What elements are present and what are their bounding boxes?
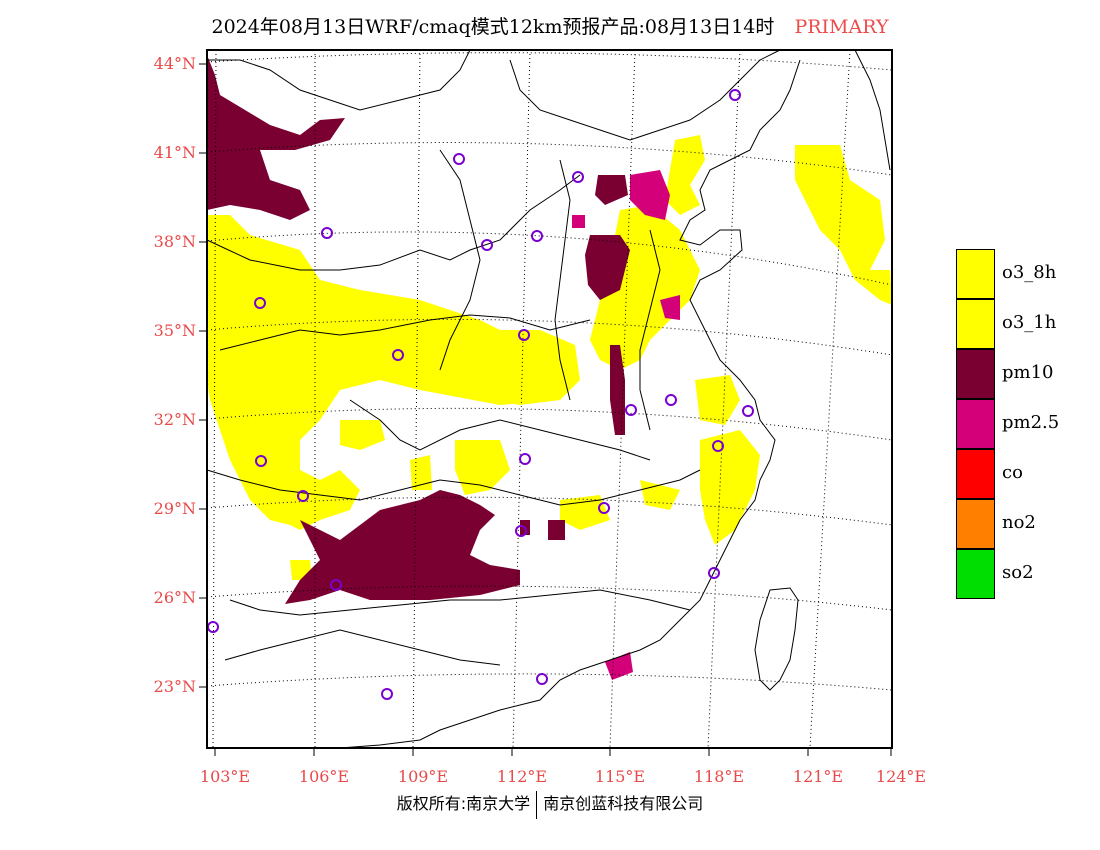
lon-label-115: 115°E xyxy=(594,767,646,786)
axis-ticks xyxy=(199,63,892,756)
legend-label-co: co xyxy=(1002,462,1023,483)
pm10-areas xyxy=(207,55,630,604)
legend-swatch-no2 xyxy=(956,499,995,549)
legend-label-so2: so2 xyxy=(1002,562,1034,583)
map-title-text: 2024年08月13日WRF/cmaq模式12km预报产品:08月13日14时 xyxy=(211,16,775,38)
lat-label-29: 29°N xyxy=(153,499,196,518)
lon-label-109: 109°E xyxy=(397,767,449,786)
legend-swatch-co xyxy=(956,449,995,499)
lat-label-23: 23°N xyxy=(153,677,196,696)
legend-label-pm25: pm2.5 xyxy=(1002,412,1060,433)
copyright-right: 南京创蓝科技有限公司 xyxy=(543,794,704,813)
station-markers xyxy=(207,89,754,700)
lat-label-26: 26°N xyxy=(153,588,196,607)
legend-label-o3-8h: o3_8h xyxy=(1002,262,1057,283)
legend-swatch-so2 xyxy=(956,549,995,599)
legend-swatch-o3-1h xyxy=(956,299,995,349)
lat-label-35: 35°N xyxy=(153,321,196,340)
lat-label-38: 38°N xyxy=(153,232,196,251)
copyright-left: 版权所有:南京大学 xyxy=(396,794,531,813)
legend-label-no2: no2 xyxy=(1002,512,1036,533)
legend-swatch-o3-8h xyxy=(956,249,995,299)
copyright-footer: 版权所有:南京大学 南京创蓝科技有限公司 xyxy=(0,790,1100,819)
coastline-borders xyxy=(206,49,891,749)
footer-separator xyxy=(536,790,538,819)
lat-label-41: 41°N xyxy=(153,143,196,162)
graticule xyxy=(206,49,893,749)
legend-label-o3-1h: o3_1h xyxy=(1002,312,1057,333)
legend-swatch-pm10 xyxy=(956,349,995,399)
map-title: 2024年08月13日WRF/cmaq模式12km预报产品:08月13日14时 … xyxy=(0,12,1100,42)
lon-label-106: 106°E xyxy=(298,767,350,786)
legend-swatch-pm25 xyxy=(956,399,995,449)
lon-label-121: 121°E xyxy=(792,767,844,786)
map-title-tag: PRIMARY xyxy=(794,16,889,38)
lat-label-44: 44°N xyxy=(153,54,196,73)
pm25-areas xyxy=(572,170,680,680)
lon-label-112: 112°E xyxy=(496,767,548,786)
lat-label-32: 32°N xyxy=(153,410,196,429)
lon-label-118: 118°E xyxy=(693,767,745,786)
legend-label-pm10: pm10 xyxy=(1002,362,1054,383)
lon-label-124: 124°E xyxy=(875,767,927,786)
lon-label-103: 103°E xyxy=(199,767,251,786)
